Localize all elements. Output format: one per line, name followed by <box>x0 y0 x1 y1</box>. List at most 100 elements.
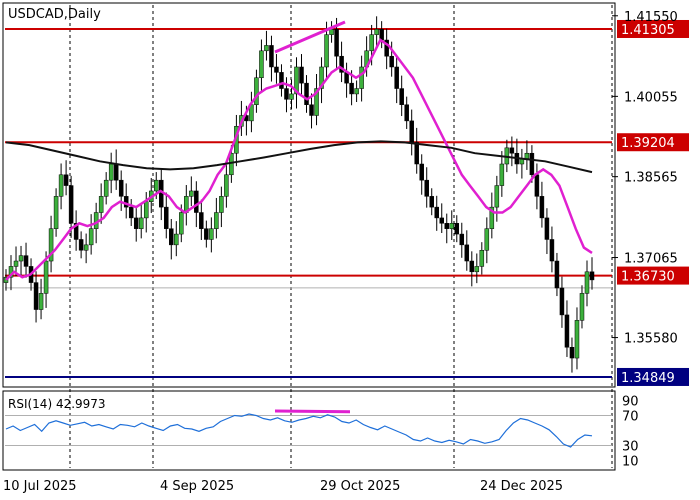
price-tick-label: 1.40055 <box>624 90 678 105</box>
candle-body <box>264 45 269 52</box>
candle-body <box>289 93 294 100</box>
candle-body <box>13 260 19 267</box>
level-label-support-low: 1.34849 <box>621 371 675 386</box>
date-label: 4 Sep 2025 <box>160 479 234 494</box>
candle-body <box>259 50 264 79</box>
candle-body <box>574 320 580 359</box>
candle-body <box>554 260 560 289</box>
candle-body <box>404 104 409 122</box>
candle-body <box>194 190 199 213</box>
candle-body <box>559 287 565 316</box>
candle-body <box>199 212 204 229</box>
level-label-resistance-mid: 1.39204 <box>621 136 675 151</box>
price-tick-label: 1.38565 <box>624 171 678 186</box>
candle-body <box>224 174 229 197</box>
date-label: 29 Oct 2025 <box>320 479 400 494</box>
rsi-indicator <box>5 409 612 448</box>
candle-body <box>459 233 465 246</box>
level-tag-support-low <box>617 367 689 386</box>
ma-slow-line <box>5 140 593 174</box>
candle-body <box>53 196 59 229</box>
candle-body <box>439 217 444 224</box>
candle-body <box>494 185 500 208</box>
price-tick-label: 1.37065 <box>624 252 678 267</box>
candle-body <box>113 163 119 181</box>
candle-body <box>374 29 379 35</box>
candle-body <box>314 88 319 116</box>
candle-body <box>143 201 149 219</box>
candle-body <box>399 88 404 105</box>
candle-body <box>254 77 259 105</box>
candle-body <box>579 293 585 321</box>
candle-body <box>334 29 339 57</box>
candle-body <box>23 255 29 267</box>
candle-body <box>48 228 54 262</box>
moving-averages <box>5 20 593 281</box>
candle-body <box>469 260 475 273</box>
rsi-tick-label: 10 <box>622 455 639 470</box>
candle-body <box>354 88 359 95</box>
candle-body <box>384 39 389 57</box>
candle-body <box>434 206 439 219</box>
candle-body <box>489 206 495 229</box>
rsi-label: RSI(14) 42.9973 <box>8 397 106 411</box>
candle-body <box>499 163 505 186</box>
candle-body <box>584 271 590 294</box>
level-label-resistance-top: 1.41305 <box>621 23 675 38</box>
candle-body <box>154 179 159 192</box>
candle-body <box>118 179 124 197</box>
candle-body <box>179 212 184 235</box>
candle-body <box>309 104 314 116</box>
date-label: 10 Jul 2025 <box>3 479 77 494</box>
candle-body <box>339 55 344 73</box>
candle-body <box>444 223 450 229</box>
candle-body <box>294 66 299 95</box>
candle-body <box>304 82 309 105</box>
horizontal-levels <box>5 27 612 378</box>
candle-body <box>484 228 490 251</box>
candle-body <box>549 239 555 262</box>
level-tag-resistance-top <box>617 19 689 38</box>
ma-fast-line <box>5 38 593 281</box>
candle-body <box>38 293 44 310</box>
candle-body <box>103 179 109 197</box>
candle-body <box>414 142 419 165</box>
price-tick-label: 1.41550 <box>624 10 678 25</box>
chart-title: USDCAD,Daily <box>8 7 101 22</box>
candle-body <box>58 174 64 197</box>
candle-body <box>269 45 274 68</box>
candle-body <box>108 163 114 181</box>
candle-body <box>209 228 214 240</box>
candle-body <box>429 196 434 208</box>
candle-body <box>169 228 174 246</box>
candle-body <box>394 66 399 89</box>
candle-body <box>219 196 224 213</box>
candle-body <box>419 163 424 181</box>
candle-body <box>164 206 169 229</box>
candle-body <box>133 217 139 229</box>
price-tick-label: 1.35580 <box>624 332 678 347</box>
candle-body <box>299 66 304 84</box>
candle-body <box>174 233 179 246</box>
candles <box>3 16 595 373</box>
candle-body <box>68 185 74 224</box>
level-tag-resistance-mid <box>617 133 689 152</box>
candle-body <box>544 217 550 240</box>
candle-body <box>128 206 134 219</box>
axes: 1.41305 1.39204 1.36730 1.34849 1.41550 1.400… <box>3 10 689 494</box>
candle-body <box>534 174 540 197</box>
candle-body <box>123 196 129 208</box>
candle-body <box>349 82 354 95</box>
candle-body <box>324 34 329 68</box>
candle-body <box>449 223 455 229</box>
level-label-support-mid: 1.36730 <box>621 270 675 285</box>
candle-body <box>524 152 530 159</box>
candle-body <box>214 212 219 229</box>
candle-body <box>424 179 429 197</box>
rsi-highs-trendline <box>274 409 351 414</box>
candle-body <box>98 196 104 213</box>
candle-body <box>88 228 94 246</box>
date-label: 24 Dec 2025 <box>480 479 563 494</box>
candle-body <box>474 266 480 273</box>
candle-body <box>18 255 24 262</box>
